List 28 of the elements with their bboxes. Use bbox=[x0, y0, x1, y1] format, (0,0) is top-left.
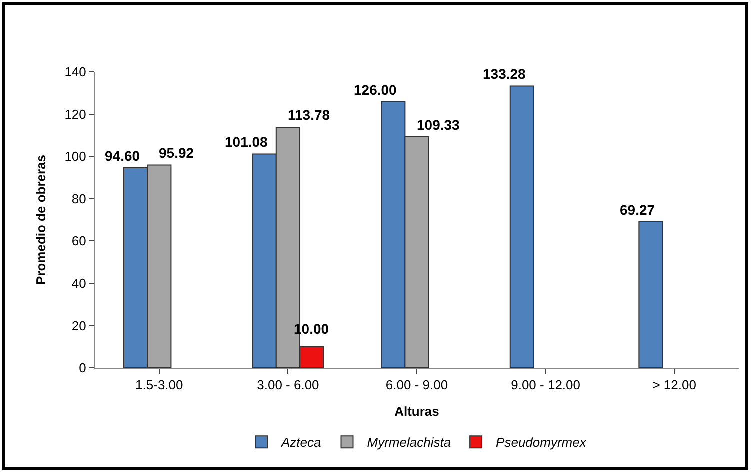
x-axis-title: Alturas bbox=[394, 404, 440, 420]
data-label: 101.08 bbox=[225, 134, 268, 150]
legend-label: Azteca bbox=[280, 435, 322, 450]
y-tick-label: 20 bbox=[72, 318, 86, 334]
y-tick-label: 40 bbox=[72, 276, 86, 291]
data-label: 126.00 bbox=[354, 82, 398, 98]
data-label: 94.60 bbox=[105, 148, 140, 164]
bar bbox=[638, 221, 664, 368]
data-label: 109.33 bbox=[417, 117, 460, 133]
legend-label: Pseudomyrmex bbox=[496, 435, 587, 450]
y-tick-label: 60 bbox=[72, 234, 86, 249]
data-label: 133.28 bbox=[483, 66, 526, 82]
y-tick-label: 140 bbox=[64, 64, 86, 80]
legend-label: Myrmelachista bbox=[367, 435, 452, 450]
data-label: 95.92 bbox=[159, 145, 194, 161]
x-tick-label: 1.5-3.00 bbox=[136, 378, 184, 393]
x-tick-label: 3.00 - 6.00 bbox=[257, 378, 320, 393]
data-label: 113.78 bbox=[288, 107, 330, 123]
x-tick-label: 6.00 - 9.00 bbox=[386, 378, 448, 393]
y-axis-title: Promedio de obreras bbox=[34, 154, 49, 286]
x-tick-label: > 12.00 bbox=[652, 378, 696, 393]
y-tick-label: 120 bbox=[64, 106, 86, 122]
y-tick-label: 0 bbox=[79, 360, 86, 376]
bar bbox=[510, 86, 534, 368]
y-tick-label: 80 bbox=[72, 191, 86, 206]
y-tick-label: 100 bbox=[64, 149, 86, 164]
x-tick-label: 9.00 - 12.00 bbox=[511, 378, 580, 393]
data-label: 69.27 bbox=[620, 202, 656, 218]
